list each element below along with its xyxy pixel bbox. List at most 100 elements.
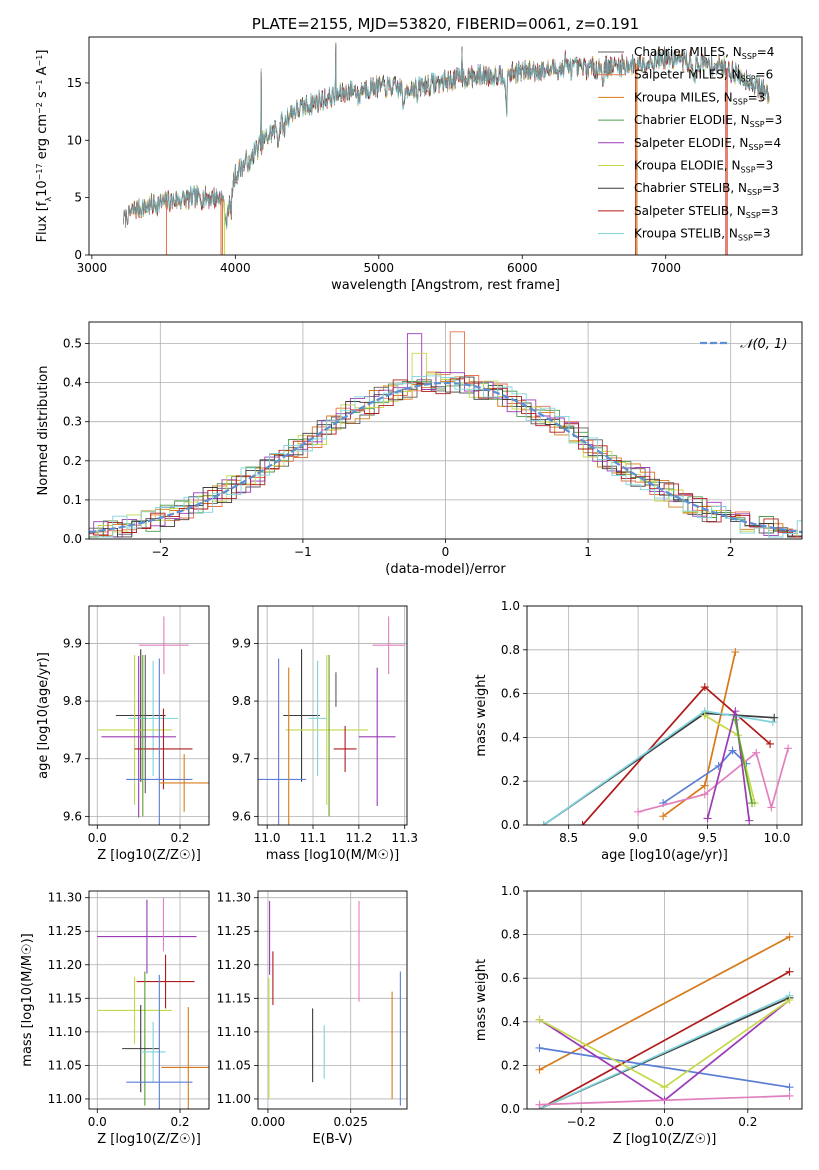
x-axis-label: Z [log10(Z/Z☉)]: [97, 1132, 201, 1147]
y-axis-label: mass [log10(M/M☉)]: [20, 933, 35, 1066]
weight-marker-extra_pink: [535, 1100, 544, 1109]
x-axis-label: wavelength [Angstrom, rest frame]: [331, 278, 560, 293]
weight-marker-kroupa_miles: [700, 781, 709, 790]
weight-marker-kroupa_miles: [535, 1065, 544, 1074]
x-tick-label: 4000: [220, 261, 251, 275]
y-tick-label: 11.25: [48, 924, 82, 938]
spectrum-legend: Chabrier MILES, NSSP=4 Salpeter MILES, NS…: [598, 45, 782, 243]
weight-line-extra_green: [734, 719, 753, 804]
y-tick-label: 0.2: [501, 774, 520, 788]
ebv-mass-panel: 0.000 0.025 11.00 11.05 11.10 11.15 11.20 11.25…: [217, 890, 408, 1147]
y-tick-label: 11.05: [217, 1058, 251, 1072]
weight-line-extra_blue: [539, 1047, 790, 1089]
x-tick-label: 0.2: [170, 1115, 189, 1129]
y-tick-label: 0.0: [63, 532, 82, 546]
spectrum-panel: PLATE=2155, MJD=53820, FIBERID=0061, z=0…: [35, 15, 803, 293]
legend-label-kroupa_stelib: Kroupa STELIB, NSSP=3: [634, 227, 771, 243]
weight-marker-kroupa_stelib: [539, 821, 548, 825]
weight-marker-salpeter_elodie: [731, 707, 740, 716]
weight-marker-extra_pink: [700, 790, 709, 799]
y-tick-label: 1.0: [501, 884, 520, 898]
weight-marker-extra_blue: [785, 1083, 794, 1092]
x-tick-label: 6000: [507, 261, 538, 275]
spectrum-data-line: [123, 44, 770, 227]
x-axis-label: mass [log10(M/M☉)]: [266, 848, 399, 863]
x-axis-label: Z [log10(Z/Z☉)]: [97, 848, 201, 863]
axes-frame: [88, 890, 210, 1110]
weight-marker-kroupa_miles: [659, 812, 668, 821]
y-axis-label: Flux [fλ10−17 erg cm−2 s−1 A−1]: [35, 50, 53, 243]
legend-label-kroupa_elodie: Kroupa ELODIE, NSSP=3: [634, 159, 773, 175]
weight-marker-kroupa_elodie: [660, 1083, 669, 1092]
mass-age-plot-area: [258, 616, 405, 825]
y-tick-label: 0.1: [63, 493, 82, 507]
axes-frame: [526, 605, 803, 826]
x-tick-label: 0.000: [251, 1115, 285, 1129]
weight-marker-kroupa_miles: [731, 647, 740, 656]
y-tick-label: 11.15: [217, 991, 251, 1005]
x-tick-label: 0.2: [738, 1115, 757, 1129]
y-axis-label: mass weight: [474, 674, 489, 756]
weight-marker-chabrier_stelib: [770, 713, 779, 722]
y-tick-label: 9.9: [63, 636, 82, 650]
weight-line-salpeter_stelib: [539, 970, 790, 1109]
x-tick-label: −2: [151, 545, 169, 559]
weight-marker-extra_pink: [785, 1091, 794, 1100]
x-axis-label: Z [log10(Z/Z☉)]: [613, 1132, 717, 1147]
x-tick-label: −0.2: [567, 1115, 596, 1129]
weight-marker-kroupa_elodie: [700, 711, 709, 720]
weight-marker-salpeter_stelib: [700, 683, 709, 692]
legend-label-salpeter_stelib: Salpeter STELIB, NSSP=3: [634, 204, 778, 220]
residuals-panel: −2 −1 0 1 2 0.0 0.1 0.2 0.3 0.4 0.5 (data-model)/er…: [36, 321, 803, 577]
spectrum-plot-area: [123, 42, 770, 255]
weight-marker-extra_green: [731, 715, 740, 724]
y-tick-label: 9.9: [232, 636, 251, 650]
y-tick-label: 11.05: [48, 1058, 82, 1072]
y-tick-label: 0.6: [501, 971, 520, 985]
weight-marker-extra_blue: [535, 1043, 544, 1052]
x-tick-label: 0.0: [88, 1115, 107, 1129]
histogram-salpeter_stelib: [89, 378, 802, 538]
y-tick-label: 9.8: [63, 694, 82, 708]
chart-title: PLATE=2155, MJD=53820, FIBERID=0061, z=0…: [252, 15, 639, 33]
z-weight-plot-area: [535, 932, 794, 1109]
y-tick-label: 9.6: [63, 809, 82, 823]
weight-marker-extra_blue: [728, 746, 737, 755]
y-tick-label: 0.2: [63, 454, 82, 468]
x-tick-label: 3000: [77, 261, 108, 275]
ebv-mass-plot-area: [268, 901, 401, 1106]
y-tick-label: 9.6: [232, 809, 251, 823]
x-tick-label: 5000: [364, 261, 395, 275]
normal-curve: [89, 381, 802, 534]
y-tick-label: 0.3: [63, 415, 82, 429]
legend-label-kroupa_miles: Kroupa MILES, NSSP=3: [634, 90, 765, 106]
weight-marker-extra_pink: [752, 748, 761, 757]
legend-label-chabrier_miles: Chabrier MILES, NSSP=4: [634, 45, 774, 61]
legend-label-salpeter_miles: Salpeter MILES, NSSP=6: [634, 68, 773, 84]
histogram-kroupa_elodie: [89, 352, 802, 538]
x-tick-label: 9.5: [698, 831, 717, 845]
y-tick-label: 9.8: [232, 694, 251, 708]
axes-frame: [88, 605, 210, 826]
y-tick-label: 11.00: [48, 1092, 82, 1106]
x-tick-label: 0.2: [170, 831, 189, 845]
y-tick-label: 0.0: [501, 818, 520, 832]
x-axis-label: E(B-V): [312, 1132, 352, 1147]
y-tick-label: 11.10: [48, 1025, 82, 1039]
y-axis-label: Normed distribution: [36, 366, 51, 496]
y-tick-label: 0.4: [63, 376, 82, 390]
x-tick-label: 11.1: [300, 831, 327, 845]
weight-marker-salpeter_elodie: [703, 814, 712, 823]
y-tick-label: 0.6: [501, 687, 520, 701]
weight-line-extra_blue: [662, 749, 747, 804]
y-tick-label: 9.7: [232, 752, 251, 766]
y-tick-label: 0.0: [501, 1102, 520, 1116]
axes-frame: [88, 36, 803, 256]
y-tick-label: 9.7: [63, 752, 82, 766]
weight-marker-salpeter_elodie: [745, 816, 754, 825]
y-tick-label: 11.20: [217, 958, 251, 972]
x-tick-label: 0.0: [655, 1115, 674, 1129]
y-tick-label: 11.00: [217, 1092, 251, 1106]
